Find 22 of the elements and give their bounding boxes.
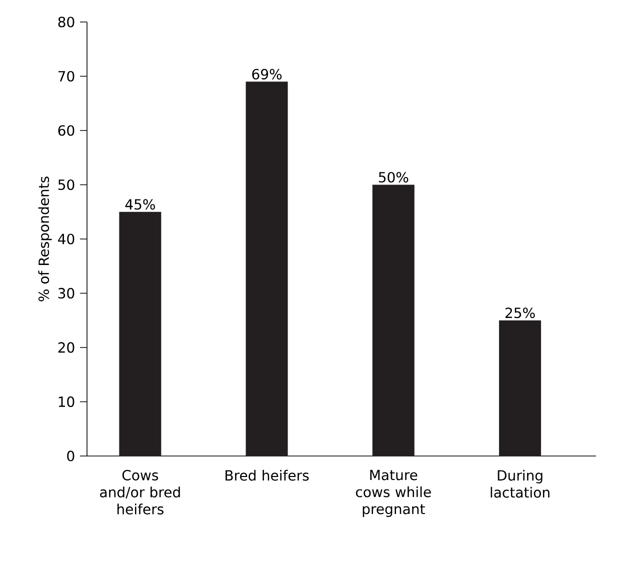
bar	[119, 212, 162, 456]
x-tick-label: Cows and/or bred heifers	[100, 470, 180, 514]
data-label: 45%	[125, 199, 155, 210]
data-label: 50%	[378, 172, 408, 183]
y-tick-label: 70	[58, 70, 74, 82]
y-tick-label: 40	[58, 234, 74, 244]
y-tick-label: 80	[58, 16, 74, 28]
bar	[246, 82, 288, 456]
data-label: 69%	[252, 68, 282, 80]
y-tick-label: 20	[58, 342, 74, 353]
y-axis-title: % of Respondents	[38, 176, 52, 302]
x-tick-label: Mature cows while pregnant	[356, 470, 431, 517]
y-tick-label: 50	[58, 179, 74, 190]
x-tick-label: Bred heifers	[226, 470, 309, 481]
bar	[372, 184, 414, 456]
y-tick-label: 0	[67, 450, 74, 462]
y-tick-label: 10	[58, 396, 74, 408]
y-tick-label: 30	[58, 288, 74, 299]
bar	[499, 320, 542, 456]
x-tick-label: During lactation	[490, 470, 550, 498]
data-label: 25%	[505, 308, 535, 318]
y-tick-label: 60	[58, 125, 74, 136]
